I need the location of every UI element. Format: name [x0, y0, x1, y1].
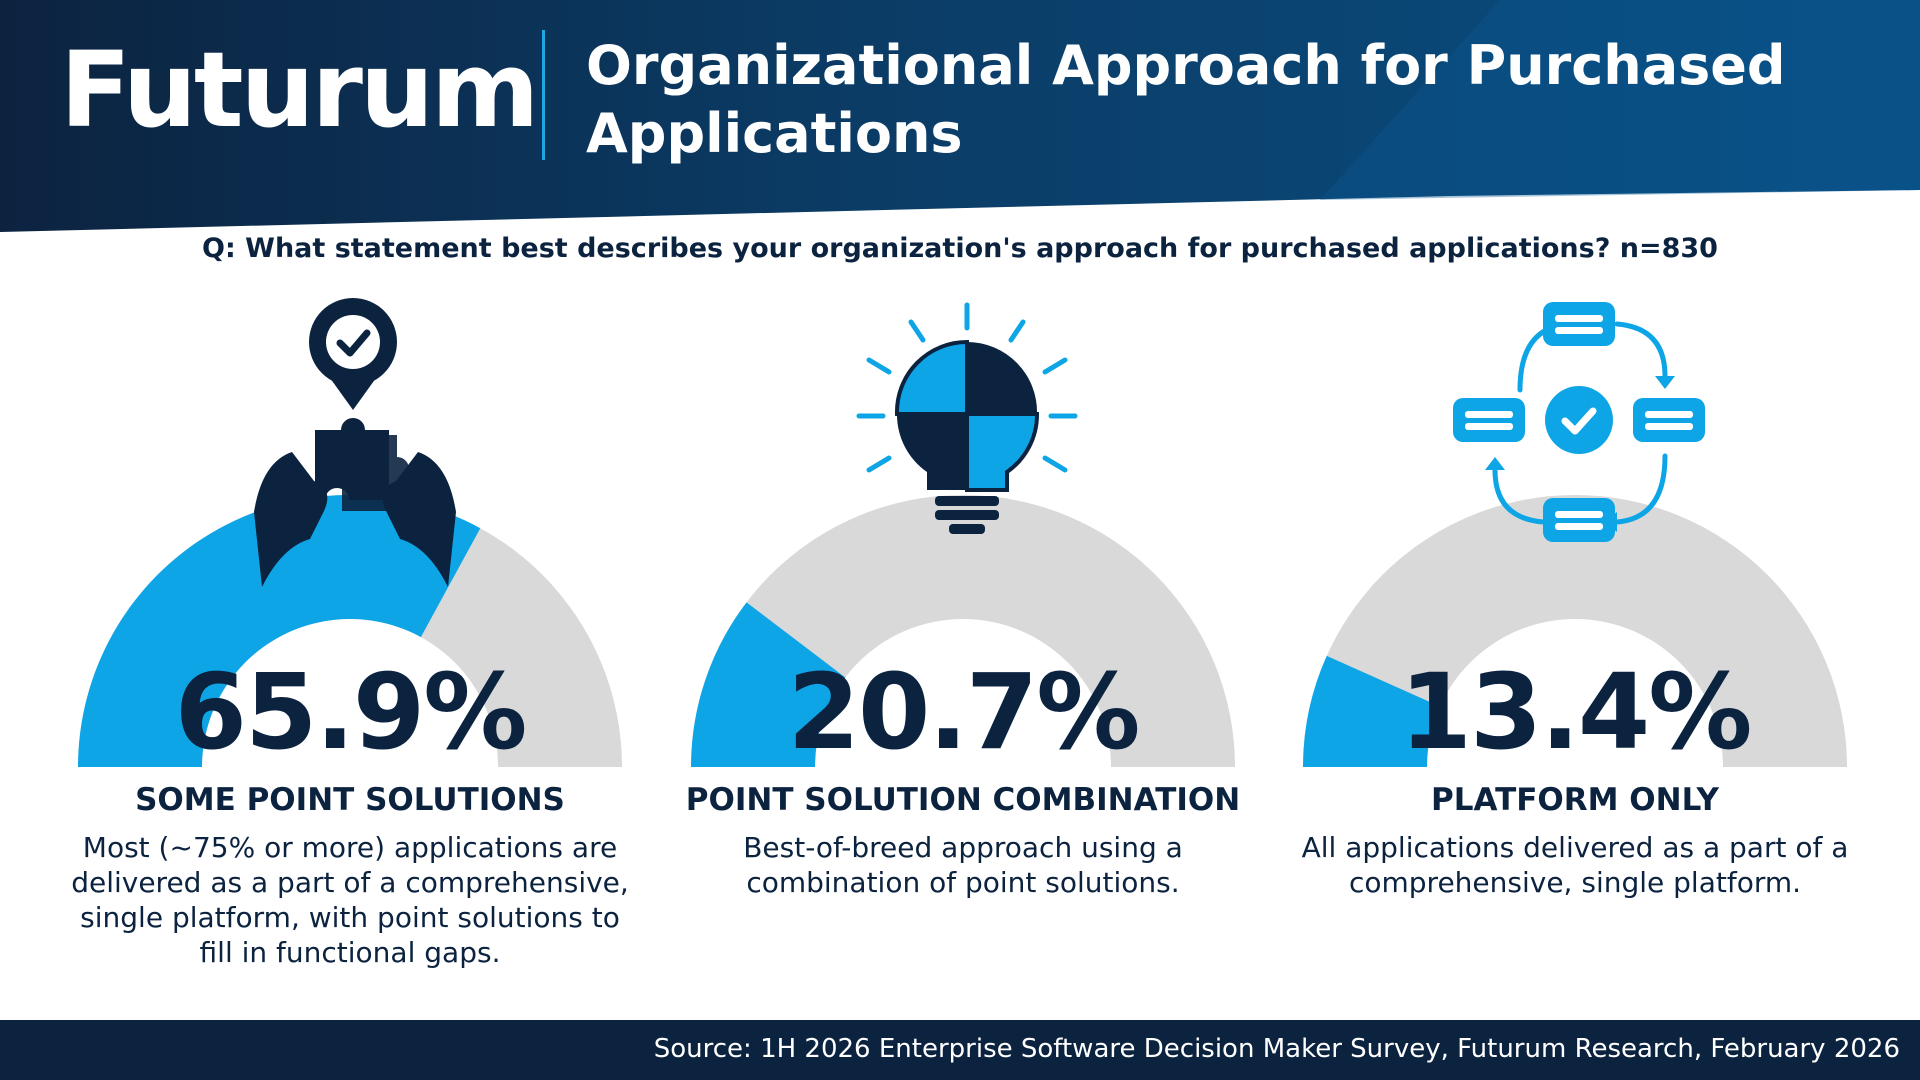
survey-question: Q: What statement best describes your or…: [202, 233, 1718, 264]
gauge-track: [1303, 495, 1847, 767]
header-divider: [542, 30, 545, 160]
category-description-1: Most (~75% or more) applications are del…: [71, 831, 629, 969]
gauge-panel-point-solution-combination: 20.7% POINT SOLUTION COMBINATION Best-of…: [673, 290, 1253, 1030]
footer-bar: Source: 1H 2026 Enterprise Software Deci…: [0, 1020, 1920, 1080]
platform-cycle-icon: [1453, 302, 1705, 542]
gauge-value-1: 65.9%: [174, 651, 528, 773]
page-title: Organizational Approach for Purchased Ap…: [586, 34, 1786, 165]
gauge-value-2: 20.7%: [787, 651, 1141, 773]
header-background: [0, 0, 1920, 232]
lightbulb-puzzle-icon: [856, 302, 1078, 534]
gauge-fill: [78, 494, 481, 767]
gauge-chart-1: [78, 298, 622, 767]
category-label-3: PLATFORM ONLY: [1431, 782, 1719, 818]
gauge-chart-2: [691, 302, 1235, 767]
gauge-value-3: 13.4%: [1399, 651, 1753, 773]
source-citation: Source: 1H 2026 Enterprise Software Deci…: [653, 1034, 1900, 1064]
gauge-panel-platform-only: 13.4% PLATFORM ONLY All applications del…: [1285, 290, 1865, 1030]
category-label-1: SOME POINT SOLUTIONS: [135, 782, 565, 818]
category-label-2: POINT SOLUTION COMBINATION: [685, 782, 1241, 818]
header-banner: Futurum Organizational Approach for Purc…: [0, 0, 1920, 235]
category-description-2: Best-of-breed approach using a combinati…: [743, 831, 1183, 899]
gauge-panel-some-point-solutions: 65.9% SOME POINT SOLUTIONS Most (~75% or…: [60, 290, 640, 1030]
brand-logo: Futurum: [60, 29, 539, 151]
hands-puzzle-check-icon: [254, 298, 456, 587]
category-description-3: All applications delivered as a part of …: [1301, 831, 1849, 899]
gauge-fill: [691, 602, 846, 767]
gauge-chart-3: [1303, 302, 1847, 767]
gauge-fill: [1303, 655, 1440, 767]
